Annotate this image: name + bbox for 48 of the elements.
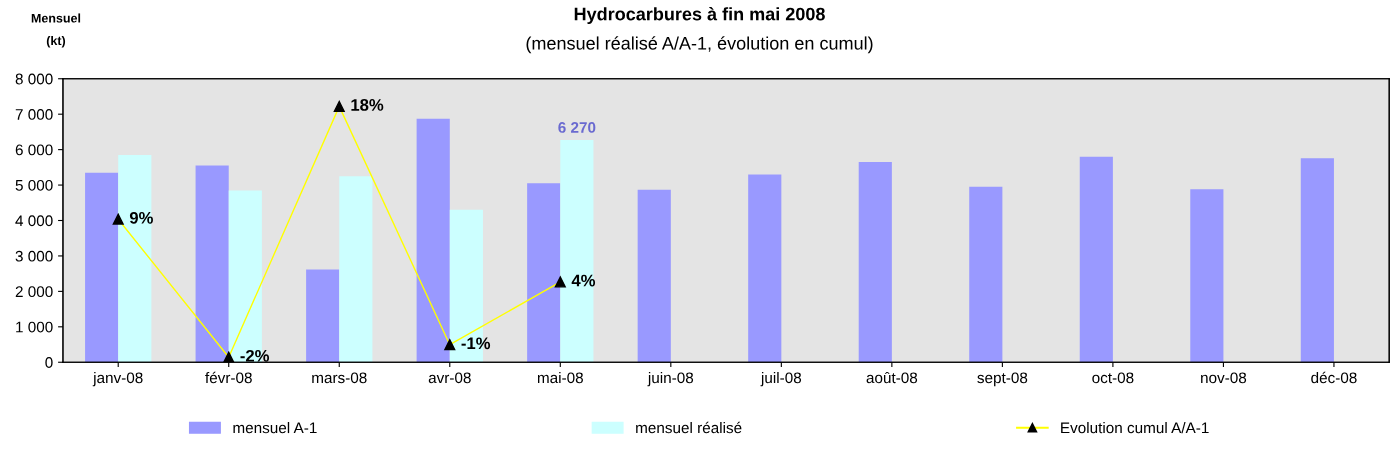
data-label: 4% (571, 274, 596, 287)
bar (339, 176, 373, 363)
x-tick-label: déc-08 (1311, 371, 1357, 384)
y-axis-title: Mensuel (kt) (31, 13, 81, 48)
data-label: 6 270 (558, 122, 596, 133)
x-tick-label: janv-08 (92, 371, 143, 387)
legend-label: mensuel A-1 (233, 422, 317, 434)
data-label: 18% (351, 99, 384, 111)
bar (1079, 156, 1113, 363)
y-tick-label: 1 000 (16, 321, 53, 333)
bar (527, 183, 561, 363)
y-tick-label: 3 000 (15, 250, 53, 262)
x-tick-label: avr-08 (428, 372, 471, 384)
data-label: -2% (240, 349, 270, 362)
bar (1190, 189, 1224, 363)
bar (306, 269, 340, 363)
y-tick-label: 7 000 (15, 109, 53, 120)
x-tick-label: juin-08 (647, 371, 694, 387)
chart-subtitle: (mensuel réalisé A/A-1, évolution en cumul) (526, 36, 873, 54)
x-tick-label: juil-08 (760, 371, 802, 387)
bar (969, 186, 1003, 363)
legend-label: mensuel réalisé (636, 421, 742, 434)
bar (748, 174, 782, 363)
legend-label: Evolution cumul A/A-1 (1061, 422, 1209, 434)
data-label: 9% (129, 211, 153, 224)
y-tick-label: 4 000 (15, 215, 53, 227)
x-tick-label: nov-08 (1201, 372, 1247, 384)
bar (637, 189, 671, 363)
bar (1300, 158, 1334, 363)
y-tick-label: 0 (45, 357, 53, 368)
bar (858, 162, 892, 363)
y-tick-label: 5 000 (15, 179, 53, 191)
bar (118, 154, 152, 363)
bar (416, 118, 450, 363)
y-tick-label: 8 000 (15, 73, 53, 85)
data-label: -1% (461, 337, 491, 350)
y-tick-label: 6 000 (15, 144, 53, 156)
bar (85, 172, 119, 363)
x-tick-label: mai-08 (537, 371, 583, 384)
x-tick-label: oct-08 (1092, 372, 1134, 384)
x-tick-label: sept-08 (977, 372, 1028, 387)
y-tick-label: 2 000 (15, 286, 53, 298)
chart-title: Hydrocarbures à fin mai 2008 (574, 7, 825, 24)
x-tick-label: févr-08 (205, 371, 252, 384)
bar (195, 165, 229, 363)
bar (560, 140, 594, 363)
x-tick-label: août-08 (866, 371, 918, 384)
x-tick-label: mars-08 (312, 372, 367, 384)
